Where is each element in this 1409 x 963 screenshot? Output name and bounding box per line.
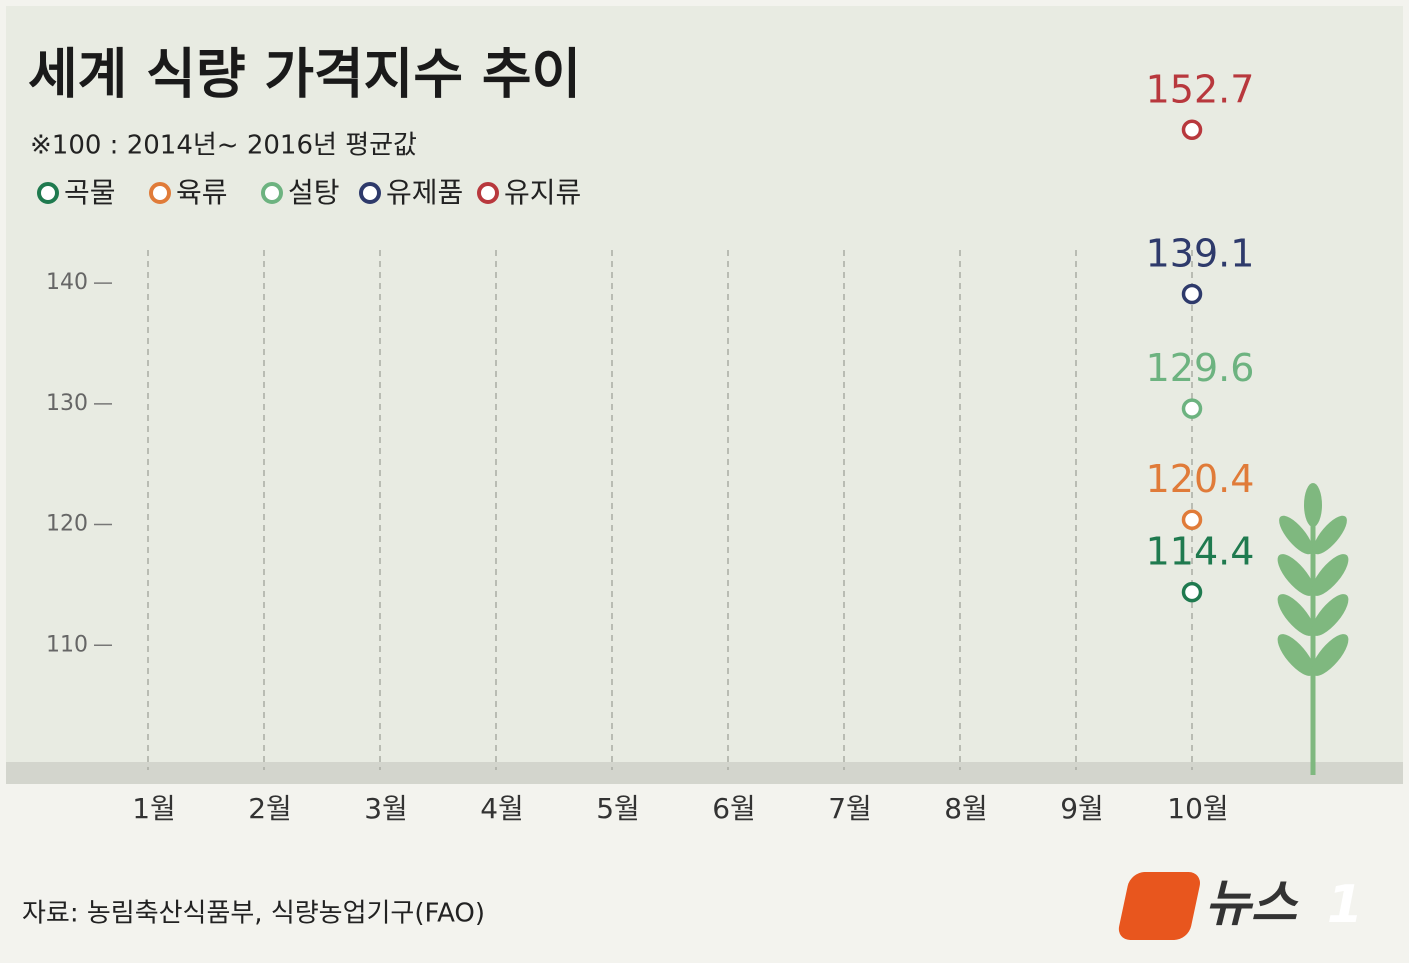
value-label: 114.4: [1146, 530, 1255, 574]
chart-title: 세계 식량 가격지수 추이: [28, 43, 581, 106]
y-tick-label: 120: [46, 512, 88, 537]
value-label: 120.4: [1146, 457, 1255, 501]
legend-label: 곡물: [64, 176, 116, 209]
x-tick-label: 10월: [1167, 792, 1228, 825]
legend-label: 유지류: [504, 176, 581, 209]
x-tick-label: 3월: [364, 792, 408, 825]
legend-label: 설탕: [288, 176, 340, 209]
end-marker: [1181, 283, 1203, 305]
legend-label: 육류: [176, 176, 228, 209]
logo: 뉴스 1: [1118, 872, 1363, 940]
end-marker: [1181, 509, 1203, 530]
legend-marker: [359, 182, 381, 204]
y-tick-label: 130: [46, 391, 88, 416]
legend-marker: [261, 182, 283, 204]
legend-marker: [149, 182, 171, 204]
end-marker: [1181, 398, 1203, 419]
x-tick-label: 6월: [712, 792, 756, 825]
x-tick-label: 4월: [480, 792, 524, 825]
x-tick-label: 8월: [944, 792, 988, 825]
logo-text: 뉴스: [1205, 875, 1299, 933]
plot-background: [6, 6, 1403, 766]
baseline: [6, 762, 1403, 784]
y-tick-label: 140: [46, 270, 88, 295]
wheat-icon: [1277, 483, 1349, 775]
end-marker: [1181, 119, 1203, 141]
x-tick-label: 1월: [132, 792, 176, 825]
value-label: 152.7: [1146, 67, 1255, 111]
x-tick-label: 5월: [596, 792, 640, 825]
subtitle: ※100 : 2014년~ 2016년 평균값: [30, 131, 417, 161]
legend-marker: [37, 182, 59, 204]
logo-mark: 1: [1327, 875, 1363, 935]
legend-marker: [477, 182, 499, 204]
logo-badge: [1118, 872, 1200, 940]
source: 자료: 농림축산식품부, 식량농업기구(FAO): [22, 899, 485, 929]
value-label: 139.1: [1146, 231, 1255, 275]
value-label: 129.6: [1146, 346, 1255, 390]
x-tick-label: 7월: [828, 792, 872, 825]
end-marker: [1181, 581, 1203, 603]
y-tick-label: 110: [46, 632, 88, 657]
x-tick-label: 2월: [248, 792, 292, 825]
legend-label: 유제품: [386, 176, 463, 209]
x-tick-label: 9월: [1060, 792, 1104, 825]
